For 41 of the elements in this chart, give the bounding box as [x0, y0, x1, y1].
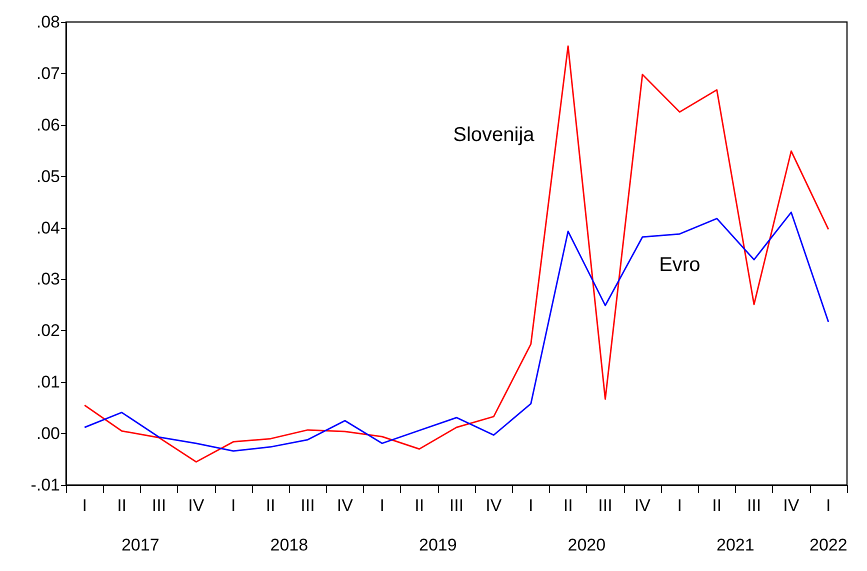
x-tick-label: III: [449, 496, 464, 515]
y-tick-label: .04: [36, 218, 60, 238]
text: 2022: [809, 536, 848, 554]
y-tick-label: .05: [36, 166, 60, 186]
line-series: [84, 212, 830, 452]
text: 2019: [418, 536, 457, 554]
x-tick-label: IV: [783, 496, 800, 515]
x-tick-label: I: [528, 496, 534, 515]
x-tick-label: II: [563, 496, 573, 515]
y-tick-label: -.01: [30, 476, 60, 494]
y-tick-label: .03: [36, 270, 60, 289]
x-tick-label: I: [230, 496, 236, 515]
x-tick-label: III: [152, 496, 166, 515]
y-tick-label: .01: [36, 372, 60, 392]
x-tick-label: I: [826, 496, 831, 515]
x-tick-label: III: [300, 496, 315, 515]
x-tick-label: III: [598, 496, 612, 515]
x-tick-label: II: [117, 496, 127, 515]
text: 2017: [121, 536, 160, 554]
x-tick-label: I: [82, 496, 87, 515]
x-tick-label: II: [266, 496, 276, 515]
text: 2020: [568, 536, 606, 554]
x-tick-label: II: [712, 496, 722, 515]
text: 2018: [270, 536, 308, 554]
x-tick-label: IV: [188, 496, 205, 515]
x-tick-label: IV: [486, 496, 502, 515]
x-tick-label: II: [414, 496, 424, 515]
series-label: Slovenija: [453, 124, 536, 146]
text: 2021: [716, 536, 754, 554]
series-label: Evro: [659, 254, 700, 276]
y-tick-label: .02: [36, 321, 60, 340]
y-tick-label: .08: [36, 12, 60, 32]
y-tick-label: .07: [36, 64, 60, 83]
y-tick-label: .00: [36, 424, 60, 444]
x-tick-label: III: [746, 496, 762, 515]
line-series: [84, 45, 830, 463]
y-tick-label: .06: [36, 115, 60, 134]
x-tick-label: IV: [634, 496, 652, 515]
x-tick-label: IV: [336, 496, 354, 515]
x-tick-label: I: [380, 496, 384, 515]
x-tick-label: I: [677, 496, 682, 515]
